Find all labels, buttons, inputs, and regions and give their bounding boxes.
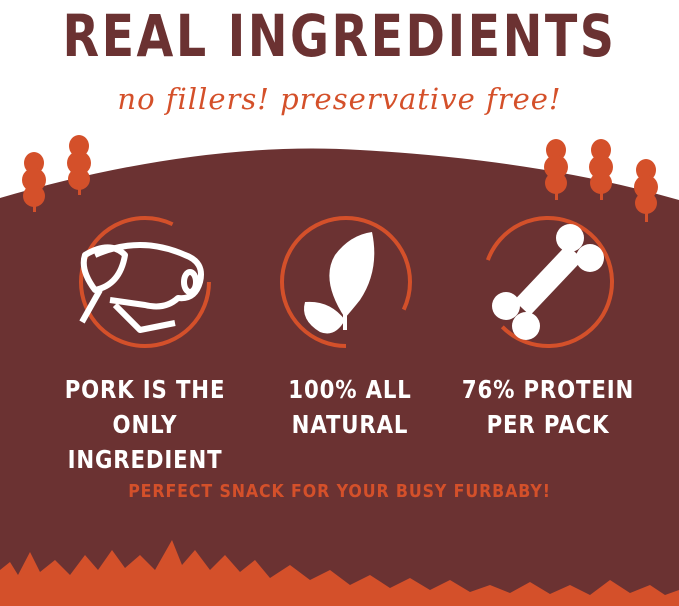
leaf-icon bbox=[304, 232, 375, 334]
tree-icon bbox=[67, 135, 91, 195]
feature-circles bbox=[79, 216, 614, 348]
tree-icon bbox=[634, 159, 658, 222]
pig-icon bbox=[79, 242, 204, 333]
maroon-hill bbox=[0, 148, 679, 606]
trees-left bbox=[22, 135, 91, 212]
feature-line: ONLY INGREDIENT bbox=[67, 410, 223, 474]
tree-icon bbox=[22, 152, 46, 212]
feature-line: 100% ALL bbox=[288, 375, 412, 404]
subtitle: no fillers! preservative free! bbox=[117, 82, 562, 116]
tagline: PERFECT SNACK FOR YOUR BUSY FURBABY! bbox=[128, 481, 551, 502]
feature-line: PER PACK bbox=[486, 410, 610, 439]
feature-natural: 100% ALL NATURAL bbox=[257, 372, 444, 442]
tree-icon bbox=[589, 139, 613, 200]
feature-line: 76% PROTEIN bbox=[461, 375, 635, 404]
tree-icon bbox=[544, 139, 568, 200]
feature-pork: PORK IS THE ONLY INGREDIENT bbox=[52, 372, 239, 477]
feature-line: PORK IS THE bbox=[64, 375, 226, 404]
feature-line: NATURAL bbox=[291, 410, 409, 439]
trees-right bbox=[544, 139, 658, 222]
bone-icon bbox=[492, 224, 604, 340]
page-title: REAL INGREDIENTS bbox=[62, 2, 617, 70]
feature-protein: 76% PROTEIN PER PACK bbox=[455, 372, 642, 442]
orange-grass bbox=[0, 540, 679, 606]
